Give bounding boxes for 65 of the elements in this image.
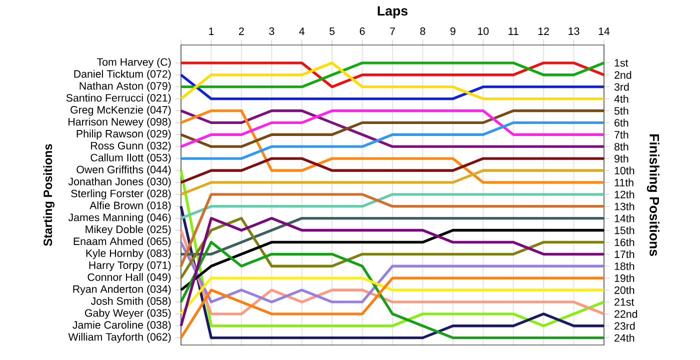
text: Callum Ilott (053) — [90, 154, 171, 164]
y2-axis-title: Finishing Positions — [646, 134, 660, 256]
text: Sterling Forster (028) — [71, 189, 171, 200]
x-tick-label: 2 — [239, 28, 244, 35]
text: Harrison Newey (098) — [68, 118, 171, 128]
y2-tick-label: 24th — [614, 334, 634, 342]
y2-tick-label: 1st — [614, 59, 628, 67]
y2-tick-label: 3rd — [614, 82, 629, 91]
y2-tick-label: 14th — [614, 214, 634, 222]
x-axis-title: Laps — [378, 6, 408, 18]
y2-tick-label: 5th — [614, 106, 628, 115]
y2-tick-label: 22nd — [614, 310, 638, 318]
x-tick-label: 12 — [538, 28, 549, 35]
y2-tick-label: 7th — [614, 130, 628, 139]
x-tick-label: 11 — [508, 28, 518, 35]
y2-tick-label: 8th — [614, 142, 628, 151]
y2-tick-label: 10th — [614, 166, 634, 174]
y2-tick-label: 2nd — [614, 70, 632, 79]
text: Connor Hall (049) — [88, 273, 171, 284]
text: Greg McKenzie (047) — [70, 106, 171, 116]
x-tick-label: 1 — [209, 28, 214, 35]
y2-tick-label: 23rd — [614, 322, 635, 330]
text: Harry Torpy (071) — [89, 261, 171, 272]
y2-tick-label: 16th — [614, 238, 634, 246]
text: William Tayforth (062) — [68, 332, 171, 343]
y2-tick-label: 17th — [614, 250, 634, 258]
x-tick-label: 13 — [568, 27, 580, 35]
text: Gaby Weyer (035) — [85, 308, 171, 319]
text: Tom Harvey (C) — [96, 58, 171, 68]
y2-tick-label: 21st — [614, 298, 634, 306]
x-tick-label: 9 — [450, 27, 456, 35]
text: Mikey Doble (025) — [86, 225, 171, 236]
x-tick-label: 8 — [420, 27, 426, 35]
y2-tick-label: 15th — [614, 226, 634, 234]
x-tick-label: 5 — [330, 28, 335, 35]
y2-tick-label: 4th — [614, 94, 628, 103]
x-tick-label: 14 — [598, 28, 610, 35]
text: Philip Rawson (029) — [76, 130, 171, 140]
y2-tick-label: 11th — [614, 178, 634, 186]
x-tick-label: 6 — [360, 27, 365, 35]
x-tick-label: 10 — [478, 27, 489, 35]
text: Josh Smith (058) — [90, 296, 171, 307]
text: Jamie Caroline (038) — [72, 320, 171, 331]
text: Ross Gunn (032) — [91, 142, 171, 152]
text: Alfie Brown (018) — [90, 201, 171, 212]
text: James Manning (046) — [68, 213, 171, 224]
text: Jonathan Jones (030) — [68, 177, 171, 188]
y2-tick-label: 19th — [614, 274, 634, 282]
y2-tick-label: 18th — [614, 262, 634, 270]
text: Kyle Hornby (083) — [86, 249, 171, 260]
text: Nathan Aston (079) — [80, 82, 171, 92]
y2-tick-label: 9th — [614, 154, 628, 162]
text: Santino Ferrucci (021) — [66, 94, 171, 104]
y2-tick-label: 13th — [614, 202, 634, 210]
x-tick-label: 3 — [269, 27, 274, 35]
y2-tick-label: 20th — [614, 286, 634, 294]
text: Daniel Ticktum (072) — [74, 70, 171, 80]
y2-tick-label: 12th — [614, 190, 634, 198]
x-tick-label: 4 — [299, 28, 305, 35]
y2-tick-label: 6th — [614, 118, 628, 127]
text: Enaam Ahmed (065) — [74, 237, 171, 248]
text: Owen Griffiths (044) — [76, 166, 171, 176]
text: Starting Positions — [43, 144, 55, 246]
text: Ryan Anderton (034) — [73, 285, 171, 295]
x-tick-label: 7 — [390, 28, 395, 35]
